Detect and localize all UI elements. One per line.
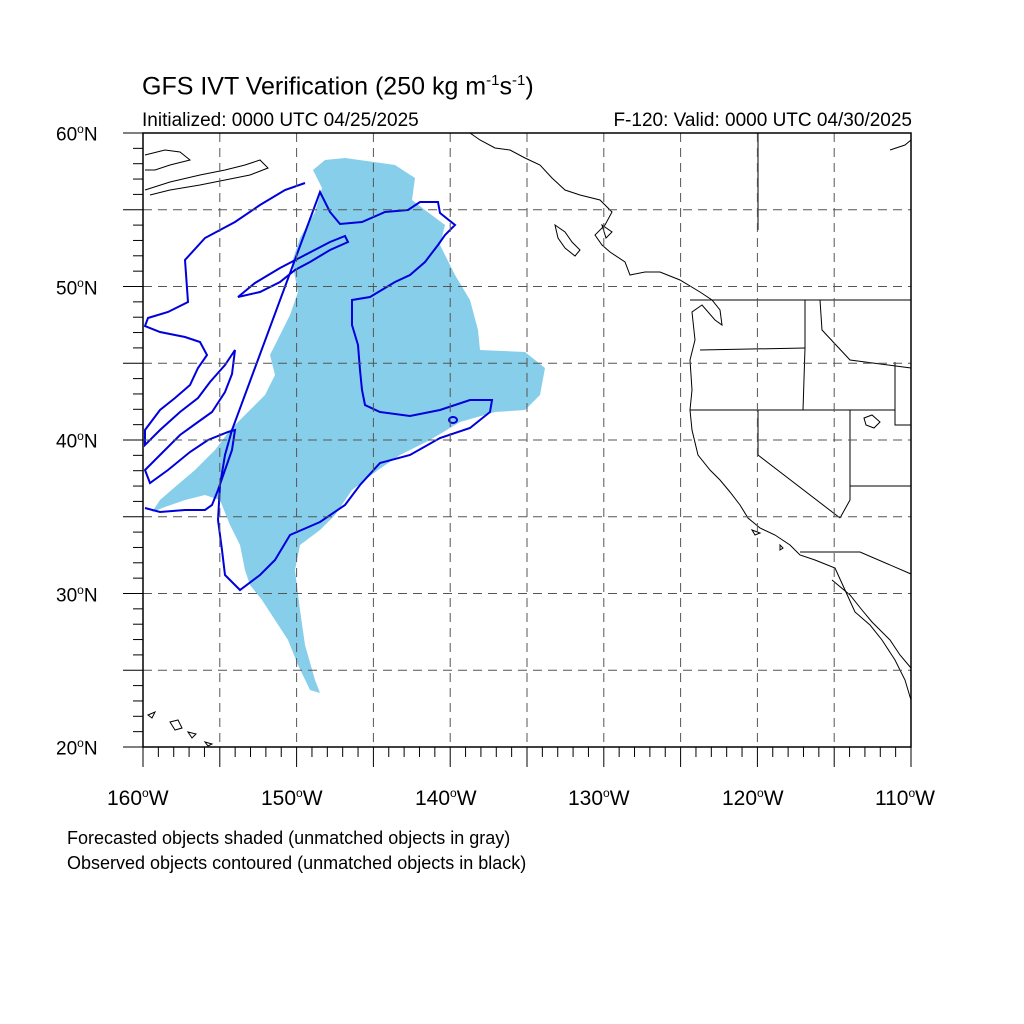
title-mid: s [499,72,512,101]
axis-ticks [123,132,912,767]
legend-notes: Forecasted objects shaded (unmatched obj… [67,826,526,876]
lon-label-120: 120oW [722,786,784,810]
valid-time: F-120: Valid: 0000 UTC 04/30/2025 [613,110,912,131]
lat-label-20: 20oN [56,736,98,760]
graticule [143,133,911,747]
observed-contour-main [143,182,494,592]
map-frame [142,132,912,748]
chart-title: GFS IVT Verification (250 kg m-1s-1) [142,72,534,101]
lat-label-30: 30oN [56,583,98,607]
coastlines [144,132,912,747]
lat-label-60: 60oN [56,122,98,146]
title-close: ) [525,72,534,101]
observed-contour-small [448,416,458,424]
lon-label-110: 110oW [875,786,935,810]
forecast-object [152,158,545,693]
title-text: GFS IVT Verification (250 kg m [142,72,487,101]
lon-label-160: 160oW [107,786,169,810]
legend-note-forecast: Forecasted objects shaded (unmatched obj… [67,828,511,848]
lat-label-50: 50oN [56,276,98,300]
legend-note-observed: Observed objects contoured (unmatched ob… [67,853,527,873]
title-exp1: -1 [486,72,500,89]
title-exp2: -1 [511,72,526,89]
initialized-time: Initialized: 0000 UTC 04/25/2025 [142,110,419,131]
lon-label-150: 150oW [261,786,323,810]
observed-contour-lobe [237,234,350,298]
lon-label-130: 130oW [568,786,630,810]
state-borders [690,133,912,575]
lon-label-140: 140oW [415,786,477,810]
lat-label-40: 40oN [56,429,98,453]
